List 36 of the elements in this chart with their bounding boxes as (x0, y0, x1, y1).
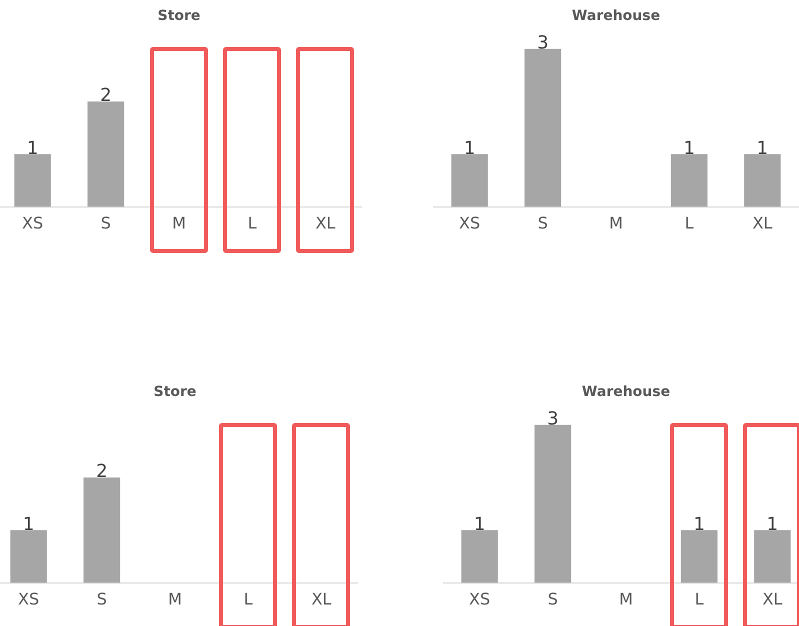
x-tick-label: S (548, 590, 558, 609)
data-label: 1 (474, 514, 486, 535)
x-tick-label: XL (762, 590, 782, 609)
x-tick-label: XS (18, 590, 40, 609)
x-tick-label: XS (459, 214, 480, 233)
x-tick-label: S (100, 214, 111, 233)
data-label: 3 (547, 408, 559, 430)
chart-title: Warehouse (582, 384, 670, 400)
data-label: 2 (96, 461, 108, 482)
chart-title: Store (154, 384, 196, 400)
data-label: 1 (756, 138, 768, 159)
data-label: 1 (693, 514, 705, 535)
data-label: 1 (683, 138, 695, 159)
x-tick-label: L (694, 590, 704, 609)
x-tick-label: S (538, 214, 548, 233)
x-tick-label: L (244, 590, 253, 609)
x-tick-label: S (96, 590, 107, 609)
x-tick-label: M (168, 590, 182, 609)
x-tick-label: M (619, 590, 633, 609)
data-label: 1 (464, 138, 476, 159)
x-tick-label: XS (469, 590, 490, 609)
data-label: 3 (537, 32, 549, 54)
x-tick-label: L (248, 214, 257, 233)
data-label: 1 (26, 138, 38, 159)
x-tick-label: XS (22, 214, 44, 233)
chart-title: Store (158, 8, 200, 24)
data-label: 1 (766, 514, 778, 535)
chart-title: Warehouse (572, 8, 660, 24)
x-tick-label: XL (315, 214, 336, 233)
x-tick-label: XL (311, 590, 332, 609)
data-label: 2 (100, 85, 112, 106)
x-tick-label: M (609, 214, 623, 233)
x-tick-label: XL (752, 214, 772, 233)
x-tick-label: L (684, 214, 694, 233)
x-tick-label: M (172, 214, 186, 233)
data-label: 1 (22, 514, 34, 535)
